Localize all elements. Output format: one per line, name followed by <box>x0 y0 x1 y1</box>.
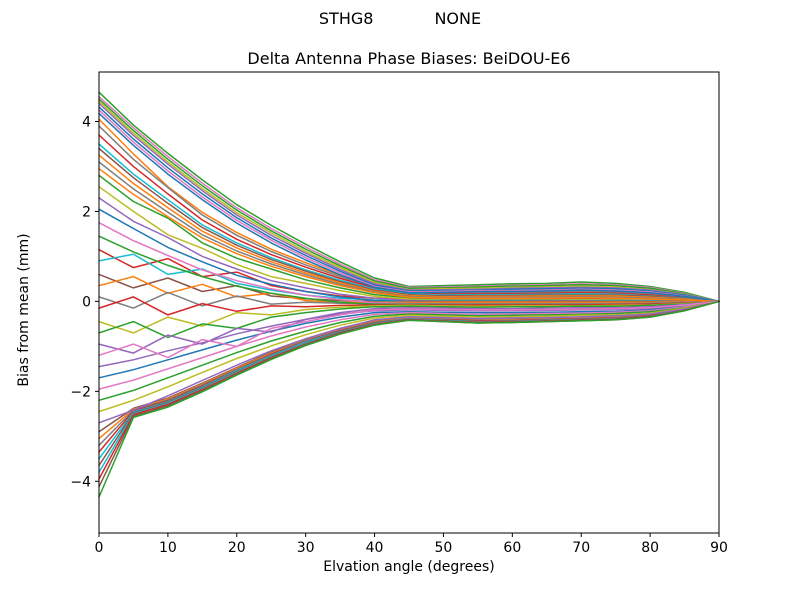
y-tick-label: 0 <box>82 294 91 310</box>
y-tick-label: −4 <box>70 474 91 490</box>
axes-box <box>98 71 720 534</box>
x-tick-label: 20 <box>228 540 246 556</box>
series-line-27 <box>98 291 720 309</box>
series-line-41 <box>98 167 720 303</box>
series-line-31 <box>98 154 720 303</box>
series-line-47 <box>98 300 720 498</box>
series-line-16 <box>98 300 720 390</box>
series-line-44 <box>98 300 720 354</box>
x-tick-label: 60 <box>503 540 521 556</box>
x-tick-label: 80 <box>641 540 659 556</box>
x-tick-label: 70 <box>572 540 590 556</box>
axes-title: Delta Antenna Phase Biases: BeiDOU-E6 <box>247 49 571 68</box>
x-tick-label: 40 <box>366 540 384 556</box>
series-line-42 <box>98 300 720 339</box>
series-line-38 <box>98 300 720 334</box>
y-axis-label: Bias from mean (mm) <box>16 233 32 387</box>
series-line-25 <box>98 147 720 303</box>
x-tick-label: 30 <box>297 540 315 556</box>
series-line-29 <box>98 300 720 460</box>
series-line-10 <box>98 300 720 379</box>
series-line-19 <box>98 143 720 303</box>
x-tick-label: 10 <box>159 540 177 556</box>
y-tick-label: 2 <box>82 204 91 220</box>
x-axis-label: Elvation angle (degrees) <box>323 559 495 575</box>
series-line-21 <box>98 275 720 304</box>
series-line-1 <box>98 118 720 303</box>
series-line-24 <box>98 102 720 303</box>
series-line-37 <box>98 161 720 303</box>
x-tick-label: 0 <box>95 540 104 556</box>
series-line-28 <box>98 300 720 413</box>
x-tick-label: 90 <box>710 540 728 556</box>
series-line-35 <box>98 300 720 467</box>
y-tick-label: 4 <box>82 114 91 130</box>
x-tick-label: 50 <box>435 540 453 556</box>
series-line-40 <box>98 112 720 303</box>
series-line-12 <box>98 98 720 303</box>
series-line-46 <box>98 300 720 359</box>
series-line-34 <box>98 300 720 424</box>
series-line-0 <box>98 91 720 303</box>
series-line-6 <box>98 95 720 303</box>
series-line-4 <box>98 300 720 368</box>
series-line-36 <box>98 109 720 303</box>
series-line-2 <box>98 174 720 303</box>
y-tick-label: −2 <box>70 384 91 400</box>
series-line-11 <box>98 300 720 440</box>
figure-suptitle: STHG8 NONE <box>318 9 482 28</box>
series-line-30 <box>98 106 720 303</box>
series-line-7 <box>98 125 720 303</box>
series-line-22 <box>98 300 720 402</box>
